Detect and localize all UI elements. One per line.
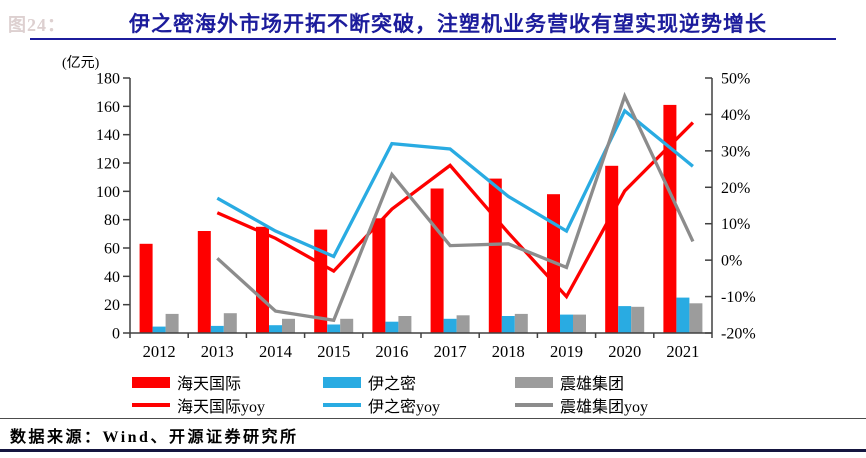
bar <box>256 226 269 334</box>
bar <box>689 303 703 334</box>
left-axis-tick-label: 20 <box>104 297 120 314</box>
x-axis-category-label: 2018 <box>492 342 525 361</box>
bar <box>676 297 690 333</box>
bar <box>443 318 457 333</box>
legend-line-swatch <box>132 403 170 407</box>
bar <box>663 104 677 334</box>
bar <box>139 243 153 334</box>
data-source-note: 数据来源：Wind、开源证券研究所 <box>10 429 299 446</box>
bar <box>631 306 645 333</box>
right-axis-tick-label: 50% <box>721 71 750 88</box>
legend-item-伊之密: 伊之密 <box>323 373 417 393</box>
left-axis-tick-label: 80 <box>104 212 120 229</box>
legend-bar-swatch <box>323 376 361 388</box>
left-axis-tick-label: 100 <box>96 184 120 201</box>
title-underline <box>30 38 836 40</box>
bar <box>573 314 586 333</box>
bar <box>282 318 295 333</box>
legend-item-震雄集团yoy: 震雄集团yoy <box>515 396 649 416</box>
legend-label: 海天国际yoy <box>177 399 266 416</box>
figure-number-watermark: 图24： <box>8 15 66 35</box>
right-axis-tick-label: -20% <box>721 326 756 343</box>
left-axis-tick-label: 120 <box>96 156 120 173</box>
legend-item-伊之密yoy: 伊之密yoy <box>323 396 441 416</box>
left-axis-unit-label: (亿元) <box>62 56 100 71</box>
bar-series-伊之密 <box>152 297 690 333</box>
bar <box>398 316 412 333</box>
x-axis-category-label: 2016 <box>375 342 408 361</box>
bar <box>327 324 341 333</box>
right-axis-tick-label: 40% <box>721 107 750 124</box>
legend-label: 伊之密 <box>368 376 417 393</box>
chart-canvas: 0 20 40 60 80 100 120 140 160 180 -20% -10% 0% 10% 20%… <box>96 71 756 362</box>
figure-title: 伊之密海外市场开拓不断突破，注塑机业务营收有望实现逆势增长 <box>129 12 767 36</box>
left-axis-tick-label: 180 <box>96 71 120 88</box>
left-axis-tick-label: 140 <box>96 127 120 144</box>
bar <box>165 313 179 333</box>
legend-bar-swatch <box>515 376 553 388</box>
x-axis-category-label: 2020 <box>608 342 641 361</box>
legend-line-swatch <box>515 403 553 407</box>
bar <box>372 218 386 334</box>
line-series-伊之密yoy <box>216 108 694 259</box>
line-series-震雄集团yoy <box>216 91 695 323</box>
bar <box>314 229 328 333</box>
bar <box>456 315 470 333</box>
x-axis-category-label: 2014 <box>259 342 292 361</box>
bar <box>430 188 444 333</box>
right-axis-tick-label: -10% <box>721 289 756 306</box>
bar <box>385 321 399 333</box>
x-axis-category-label: 2015 <box>317 342 350 361</box>
bar <box>618 306 632 333</box>
left-axis-tick-label: 40 <box>104 269 120 286</box>
bar <box>514 313 528 333</box>
left-axis-tick-label: 0 <box>112 326 120 343</box>
left-axis-tick-label: 160 <box>96 99 120 116</box>
x-axis-category-label: 2012 <box>143 342 176 361</box>
line-series-海天国际yoy <box>216 121 695 300</box>
legend-item-海天国际yoy: 海天国际yoy <box>132 396 266 416</box>
bar <box>197 231 211 333</box>
bar <box>560 314 573 333</box>
bar <box>223 313 237 333</box>
legend-label: 伊之密yoy <box>368 399 441 416</box>
right-axis-tick-label: 0% <box>721 253 742 270</box>
legend-item-海天国际: 海天国际 <box>132 373 242 393</box>
right-axis-tick-label: 20% <box>721 180 750 197</box>
bar-series-震雄集团 <box>165 303 703 334</box>
axes <box>129 78 713 334</box>
bar <box>501 316 515 333</box>
bar <box>605 165 619 333</box>
bar <box>488 178 502 333</box>
x-axis-category-label: 2019 <box>550 342 583 361</box>
bar-series-海天国际 <box>139 104 677 334</box>
legend-item-震雄集团: 震雄集团 <box>515 373 625 393</box>
bar <box>152 326 166 333</box>
bar <box>340 318 354 333</box>
divider-line <box>0 418 866 419</box>
legend-label: 震雄集团 <box>560 376 625 393</box>
x-axis-category-label: 2021 <box>666 342 699 361</box>
left-axis-tick-label: 60 <box>104 241 120 258</box>
x-axis-category-label: 2013 <box>201 342 234 361</box>
right-axis-tick-label: 10% <box>721 216 750 233</box>
bar <box>210 325 224 333</box>
x-axis-category-label: 2017 <box>434 342 467 361</box>
legend-label: 震雄集团yoy <box>560 399 649 416</box>
bottom-border <box>0 449 866 452</box>
legend-line-swatch <box>323 403 361 407</box>
right-axis-tick-label: 30% <box>721 143 750 160</box>
right-axis-ticks: -20% -10% 0% 10% 20% 30% 40% 50% <box>705 71 756 343</box>
legend-label: 海天国际 <box>177 376 242 393</box>
x-axis-ticks: 2012 2013 2014 2015 2016 2017 2018 2019 2020 2021 <box>129 333 713 361</box>
legend-bar-swatch <box>132 376 170 388</box>
bar <box>269 325 282 333</box>
left-axis-ticks: 0 20 40 60 80 100 120 140 160 180 <box>96 71 130 343</box>
